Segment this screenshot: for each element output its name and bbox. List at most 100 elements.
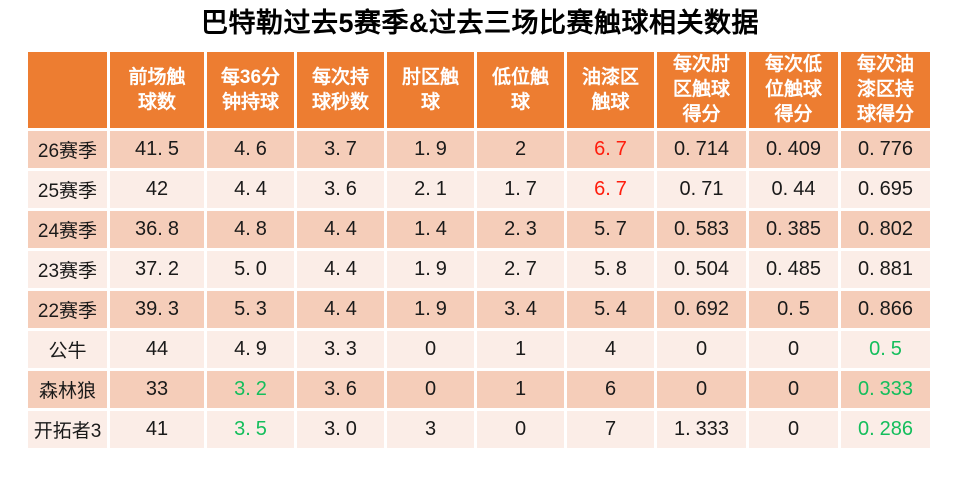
table-cell: 0. 333 [838, 367, 933, 411]
table-cell: 0. 409 [746, 127, 841, 171]
row-label: 开拓者3 [25, 407, 110, 451]
header-row: 前场触球数 每36分钟持球 每次持球秒数 肘区触球 低位触球 油漆区触球 每次肘区触球得分每… [25, 48, 933, 131]
table-header: 前场触球数 每36分钟持球 每次持球秒数 肘区触球 低位触球 油漆区触球 每次肘区触球得分每… [25, 48, 933, 131]
table-cell: 3. 2 [204, 367, 297, 411]
table-cell: 0 [384, 327, 477, 371]
table-cell: 0. 71 [654, 167, 749, 211]
table-cell: 0. 583 [654, 207, 749, 251]
column-header: 油漆区触球 [564, 48, 657, 131]
table-cell: 1. 9 [384, 287, 477, 331]
table-cell: 0. 504 [654, 247, 749, 291]
table-cell: 0. 695 [838, 167, 933, 211]
table-cell: 4 [564, 327, 657, 371]
row-label: 23赛季 [25, 247, 110, 291]
table-cell: 5. 8 [564, 247, 657, 291]
table-cell: 4. 8 [204, 207, 297, 251]
table-cell: 0. 866 [838, 287, 933, 331]
table-cell: 0 [474, 407, 567, 451]
column-header: 低位触球 [474, 48, 567, 131]
table-row: 森林狼 33 3. 2 3. 6 0 1 6 0 0 0. 333 [25, 367, 933, 411]
corner-header [25, 48, 110, 131]
table-cell: 5. 3 [204, 287, 297, 331]
table-cell: 42 [107, 167, 207, 211]
table-body: 26赛季 41. 5 4. 6 3. 7 1. 9 2 6. 7 0. 714 0. 409 0.… [25, 127, 933, 451]
table-cell: 4. 9 [204, 327, 297, 371]
table-cell: 0. 44 [746, 167, 841, 211]
page-title: 巴特勒过去5赛季&过去三场比赛触球相关数据 [200, 8, 759, 38]
table-cell: 33 [107, 367, 207, 411]
table-row: 23赛季 37. 2 5. 0 4. 4 1. 9 2. 7 5. 8 0. 504 0. 48… [25, 247, 933, 291]
table-cell: 6. 7 [564, 127, 657, 171]
table-cell: 6. 7 [564, 167, 657, 211]
row-label: 22赛季 [25, 287, 110, 331]
table-cell: 0 [746, 327, 841, 371]
table-cell: 0. 286 [838, 407, 933, 451]
table-cell: 5. 7 [564, 207, 657, 251]
table-cell: 0. 776 [838, 127, 933, 171]
table-cell: 3. 5 [204, 407, 297, 451]
table-cell: 0 [746, 407, 841, 451]
column-header: 每次油漆区持球得分 [838, 48, 933, 131]
table-cell: 41 [107, 407, 207, 451]
column-header: 每次肘区触球得分 [654, 48, 749, 131]
table-cell: 1. 333 [654, 407, 749, 451]
table-cell: 39. 3 [107, 287, 207, 331]
table-cell: 5. 0 [204, 247, 297, 291]
table-cell: 4. 4 [294, 287, 387, 331]
table-cell: 3 [384, 407, 477, 451]
table-cell: 1. 9 [384, 127, 477, 171]
table-cell: 2. 7 [474, 247, 567, 291]
table-cell: 0 [654, 367, 749, 411]
column-header: 每36分钟持球 [204, 48, 297, 131]
table-cell: 44 [107, 327, 207, 371]
table-cell: 0. 802 [838, 207, 933, 251]
table-cell: 1 [474, 327, 567, 371]
table-cell: 41. 5 [107, 127, 207, 171]
table-row: 公牛 44 4. 9 3. 3 0 1 4 0 0 0. 5 [25, 327, 933, 371]
table-cell: 3. 6 [294, 167, 387, 211]
table-cell: 36. 8 [107, 207, 207, 251]
row-label: 25赛季 [25, 167, 110, 211]
table-cell: 3. 3 [294, 327, 387, 371]
table-cell: 1. 4 [384, 207, 477, 251]
table-cell: 0 [746, 367, 841, 411]
table-cell: 3. 7 [294, 127, 387, 171]
table-cell: 0. 485 [746, 247, 841, 291]
table-cell: 1. 9 [384, 247, 477, 291]
table-cell: 37. 2 [107, 247, 207, 291]
table-cell: 0. 692 [654, 287, 749, 331]
table-cell: 4. 4 [294, 207, 387, 251]
table-cell: 4. 6 [204, 127, 297, 171]
table-cell: 2 [474, 127, 567, 171]
row-label: 24赛季 [25, 207, 110, 251]
column-header: 肘区触球 [384, 48, 477, 131]
stats-table: 前场触球数 每36分钟持球 每次持球秒数 肘区触球 低位触球 油漆区触球 每次肘区触球得分每… [25, 48, 933, 451]
table-cell: 3. 4 [474, 287, 567, 331]
row-label: 公牛 [25, 327, 110, 371]
table-cell: 0. 5 [838, 327, 933, 371]
table-cell: 4. 4 [294, 247, 387, 291]
table-cell: 1. 7 [474, 167, 567, 211]
column-header: 每次低位触球得分 [746, 48, 841, 131]
table-cell: 0. 714 [654, 127, 749, 171]
table-row: 24赛季 36. 8 4. 8 4. 4 1. 4 2. 3 5. 7 0. 583 0. 38… [25, 207, 933, 251]
table-cell: 0. 385 [746, 207, 841, 251]
table-cell: 2. 3 [474, 207, 567, 251]
table-row: 开拓者3 41 3. 5 3. 0 3 0 7 1. 333 0 0. 286 [25, 407, 933, 451]
table-row: 25赛季 42 4. 4 3. 6 2. 1 1. 7 6. 7 0. 71 0. 44 0. 6… [25, 167, 933, 211]
table-cell: 7 [564, 407, 657, 451]
table-cell: 0. 881 [838, 247, 933, 291]
row-label: 26赛季 [25, 127, 110, 171]
table-cell: 4. 4 [204, 167, 297, 211]
table-cell: 2. 1 [384, 167, 477, 211]
column-header: 每次持球秒数 [294, 48, 387, 131]
table-cell: 3. 0 [294, 407, 387, 451]
table-cell: 0 [384, 367, 477, 411]
table-cell: 5. 4 [564, 287, 657, 331]
row-label: 森林狼 [25, 367, 110, 411]
table-cell: 3. 6 [294, 367, 387, 411]
table-row: 26赛季 41. 5 4. 6 3. 7 1. 9 2 6. 7 0. 714 0. 409 0.… [25, 127, 933, 171]
table-cell: 0 [654, 327, 749, 371]
